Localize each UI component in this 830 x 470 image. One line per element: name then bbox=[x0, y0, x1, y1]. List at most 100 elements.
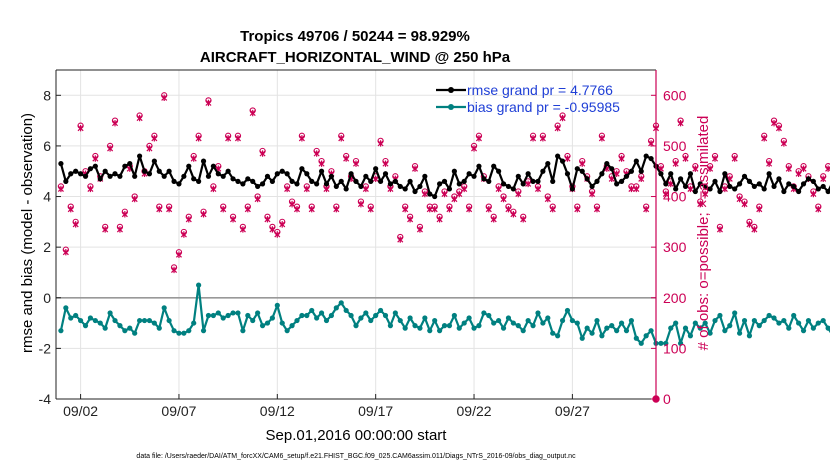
y-axis-right-label: # of obs: o=possible; ×=assimilated bbox=[695, 116, 712, 351]
rmse-point bbox=[584, 176, 590, 182]
obs-assimilated-marker bbox=[131, 195, 138, 203]
obs-assimilated-marker bbox=[264, 216, 271, 223]
rmse-point bbox=[525, 171, 531, 177]
bias-point bbox=[58, 328, 64, 334]
obs-assimilated-marker bbox=[756, 205, 763, 213]
obs-assimilated-marker bbox=[402, 205, 409, 213]
plot-background bbox=[56, 70, 656, 399]
y-tick-label-6: 8 bbox=[43, 87, 51, 103]
rmse-point bbox=[476, 163, 482, 169]
rmse-point bbox=[810, 178, 816, 184]
bias-point bbox=[633, 335, 639, 341]
y-right-tick-label-3: 300 bbox=[663, 239, 687, 255]
bias-point bbox=[781, 317, 787, 324]
bias-point bbox=[623, 328, 630, 334]
obs-assimilated-marker bbox=[171, 266, 178, 274]
rmse-point bbox=[692, 188, 698, 195]
x-axis-label: Sep.01,2016 00:00:00 start bbox=[266, 427, 448, 444]
rmse-point bbox=[520, 181, 526, 187]
obs-assimilated-marker bbox=[136, 114, 143, 122]
bias-point bbox=[451, 312, 457, 319]
bias-point bbox=[722, 328, 728, 334]
rmse-point bbox=[294, 181, 300, 187]
bias-point bbox=[112, 317, 118, 324]
rmse-point bbox=[648, 155, 654, 162]
bias-point bbox=[338, 300, 344, 306]
bias-point bbox=[196, 282, 202, 288]
bias-point bbox=[225, 312, 231, 319]
rmse-point bbox=[279, 168, 285, 174]
y-tick-label-5: 6 bbox=[43, 138, 51, 154]
bias-point bbox=[589, 330, 595, 336]
bias-point bbox=[496, 317, 502, 324]
obs-assimilated-marker bbox=[397, 236, 404, 243]
bias-point bbox=[422, 315, 428, 321]
y-tick-label-2: 0 bbox=[43, 290, 51, 306]
rmse-point bbox=[348, 171, 354, 177]
bias-point bbox=[786, 325, 792, 331]
obs-assimilated-marker bbox=[313, 150, 320, 157]
bias-point bbox=[682, 325, 689, 331]
obs-assimilated-marker bbox=[490, 216, 497, 223]
bias-legend-label: bias grand pr = -0.95985 bbox=[467, 99, 620, 115]
bias-point bbox=[294, 317, 300, 324]
rmse-point bbox=[161, 173, 167, 179]
obs-assimilated-marker bbox=[593, 205, 601, 213]
obs-assimilated-marker bbox=[451, 195, 458, 203]
rmse-point bbox=[500, 181, 507, 187]
bias-point bbox=[245, 312, 251, 319]
bias-point bbox=[776, 320, 782, 326]
obs-assimilated-marker bbox=[525, 180, 532, 188]
bias-point bbox=[382, 312, 389, 319]
obs-assimilated-marker bbox=[672, 160, 679, 167]
bias-point bbox=[107, 310, 113, 316]
obs-assimilated-marker bbox=[161, 94, 168, 102]
rmse-point bbox=[269, 178, 275, 184]
bias-point bbox=[820, 317, 826, 324]
rmse-point bbox=[176, 181, 182, 187]
obs-assimilated-marker bbox=[485, 205, 492, 213]
obs-assimilated-marker bbox=[225, 135, 232, 142]
obs-assimilated-marker bbox=[416, 226, 423, 233]
obs-assimilated-marker bbox=[815, 205, 822, 213]
bias-point bbox=[333, 305, 339, 311]
obs-assimilated-marker bbox=[736, 195, 743, 203]
rmse-point bbox=[82, 173, 89, 179]
obs-assimilated-marker bbox=[107, 145, 114, 152]
bias-point bbox=[584, 325, 590, 331]
bias-point bbox=[314, 315, 320, 321]
x-tick-label-0: 09/02 bbox=[63, 403, 98, 419]
rmse-point bbox=[712, 178, 718, 184]
bias-point bbox=[446, 323, 453, 329]
obs-count-markers bbox=[57, 92, 830, 403]
obs-assimilated-marker bbox=[338, 135, 345, 142]
rmse-point bbox=[717, 188, 723, 195]
obs-assimilated-marker bbox=[643, 205, 650, 213]
axes bbox=[55, 69, 657, 400]
bias-point bbox=[579, 335, 585, 341]
bias-point bbox=[815, 320, 821, 326]
rmse-point bbox=[132, 173, 138, 179]
obs-assimilated-marker bbox=[92, 155, 99, 162]
rmse-point bbox=[289, 178, 295, 184]
obs-assimilated-marker bbox=[195, 135, 202, 142]
bias-point bbox=[737, 330, 743, 336]
rmse-point bbox=[800, 181, 807, 187]
bias-point bbox=[658, 340, 664, 346]
obs-assimilated-marker bbox=[785, 165, 792, 172]
y-right-tick-label-0: 0 bbox=[663, 391, 671, 407]
bias-point bbox=[810, 325, 816, 331]
rmse-point bbox=[579, 168, 585, 174]
rmse-point bbox=[230, 176, 236, 182]
obs-assimilated-marker bbox=[269, 226, 276, 233]
bias-point bbox=[574, 320, 580, 326]
rmse-point bbox=[68, 171, 74, 177]
bias-point bbox=[392, 310, 398, 316]
obs-assimilated-marker bbox=[549, 205, 556, 213]
obs-assimilated-marker bbox=[456, 190, 463, 198]
bias-point bbox=[555, 333, 561, 339]
bias-point bbox=[299, 312, 305, 319]
obs-assimilated-marker bbox=[682, 155, 689, 162]
bias-point bbox=[673, 320, 679, 326]
rmse-point bbox=[117, 173, 123, 179]
